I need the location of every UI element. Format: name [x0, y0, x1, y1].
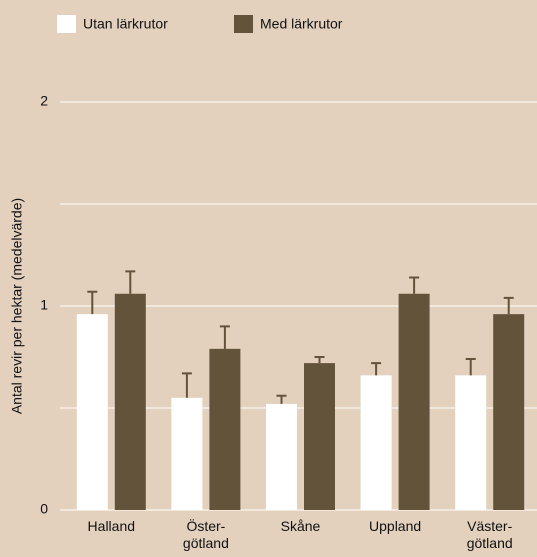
- x-tick-label: Väster-götland: [467, 518, 513, 551]
- bar: [360, 375, 392, 510]
- x-tick-label: Halland: [88, 518, 135, 534]
- x-tick-label: Skåne: [281, 518, 321, 534]
- y-tick-label: 0: [40, 501, 48, 517]
- bar: [171, 397, 203, 510]
- legend-swatch: [234, 15, 253, 33]
- bar: [455, 375, 487, 510]
- error-bar: [409, 276, 420, 294]
- x-tick-line: Halland: [88, 518, 135, 534]
- bar: [304, 363, 335, 510]
- error-bar: [219, 325, 230, 349]
- error-bar: [87, 290, 98, 315]
- x-tick-label: Öster-götland: [183, 517, 229, 551]
- error-bar: [371, 362, 382, 376]
- legend-label: Utan lärkrutor: [83, 16, 168, 32]
- bar: [114, 293, 146, 510]
- error-bar: [465, 358, 476, 376]
- x-tick-line: götland: [467, 535, 513, 551]
- bar: [493, 314, 525, 510]
- bar: [398, 293, 430, 510]
- bar: [266, 403, 297, 510]
- error-bar: [503, 296, 514, 315]
- error-bar: [314, 356, 325, 364]
- bar: [209, 348, 241, 510]
- x-tick-line: Öster-: [186, 517, 225, 534]
- x-tick-line: Uppland: [369, 518, 421, 534]
- y-tick-label: 2: [40, 93, 48, 109]
- x-tick-line: Väster-: [467, 518, 512, 534]
- bar: [76, 314, 108, 510]
- y-axis-label: Antal revir per hektar (medelvärde): [9, 198, 25, 414]
- y-tick-label: 1: [40, 297, 48, 313]
- legend-label: Med lärkrutor: [260, 16, 343, 32]
- x-tick-label: Uppland: [369, 518, 421, 534]
- error-bar: [181, 372, 192, 398]
- x-tick-line: Skåne: [281, 518, 321, 534]
- legend-swatch: [57, 15, 76, 33]
- x-tick-line: götland: [183, 535, 229, 551]
- error-bar: [125, 270, 136, 294]
- error-bar: [276, 394, 287, 404]
